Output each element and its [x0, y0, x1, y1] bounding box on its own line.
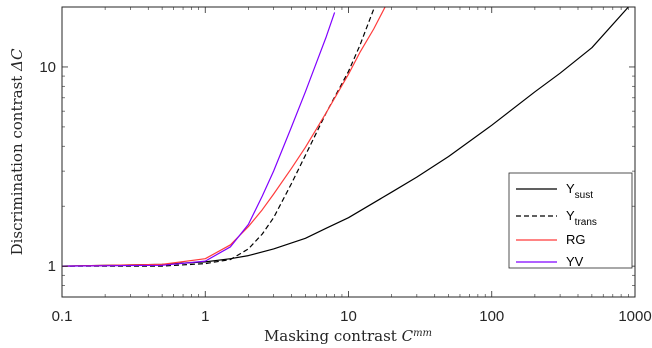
x-tick-label: 1000 — [618, 308, 651, 325]
series-line-1 — [62, 8, 375, 267]
x-tick-label: 1 — [201, 308, 209, 325]
legend-label: RG — [566, 232, 586, 247]
x-tick-label: 100 — [479, 308, 504, 325]
legend-label: YV — [566, 254, 584, 269]
x-tick-label: 0.1 — [52, 308, 73, 325]
legend: Ysust Ytrans RG YV — [508, 172, 633, 269]
plot-frame — [61, 6, 636, 298]
y-tick-label: 10 — [39, 59, 56, 76]
series-layer — [62, 7, 629, 267]
tick-layer: 0.1 1 10 100 1000 1 10 — [39, 7, 652, 325]
series-line-0 — [62, 7, 629, 267]
legend-label: Ytrans — [566, 208, 597, 228]
y-axis-label: Discrimination contrast ΔC — [8, 48, 26, 255]
x-tick-label: 10 — [340, 308, 357, 325]
legend-label: Ysust — [566, 181, 593, 201]
series-line-3 — [62, 12, 336, 267]
series-line-2 — [62, 7, 386, 267]
y-tick-label: 1 — [48, 258, 56, 275]
x-axis-label: Masking contrast Cmm — [264, 327, 432, 345]
